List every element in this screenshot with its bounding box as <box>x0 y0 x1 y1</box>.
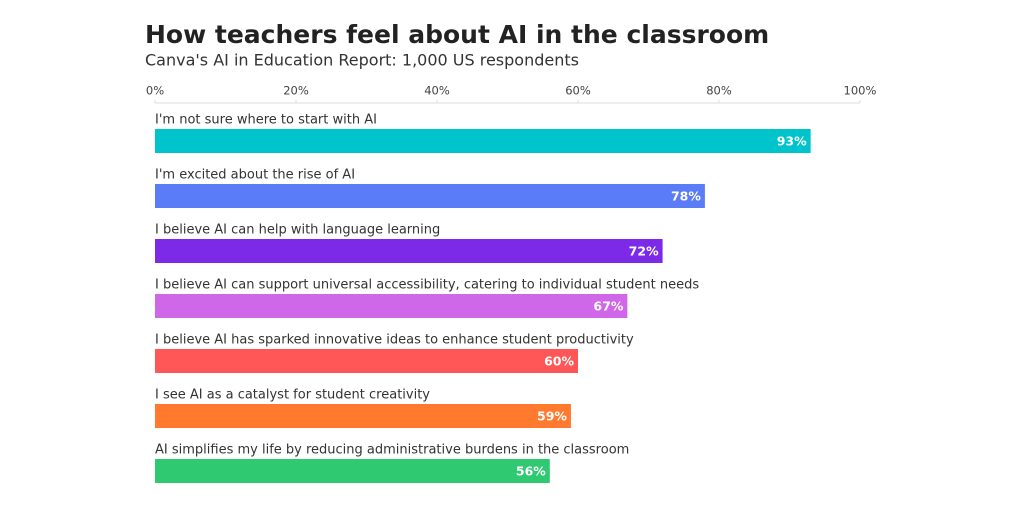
value-label: 56% <box>516 464 546 479</box>
category-label: I believe AI has sparked innovative idea… <box>155 333 634 348</box>
category-label: I believe AI can help with language lear… <box>155 223 440 238</box>
x-tick-label: 40% <box>424 84 450 98</box>
value-label: 60% <box>544 354 574 369</box>
x-tick-label: 100% <box>844 84 877 98</box>
category-label: AI simplifies my life by reducing admini… <box>155 443 629 458</box>
bar <box>155 404 571 428</box>
bar <box>155 239 663 263</box>
bar <box>155 459 550 483</box>
x-tick-label: 20% <box>283 84 309 98</box>
bar <box>155 349 578 373</box>
chart-subtitle: Canva's AI in Education Report: 1,000 US… <box>145 51 579 70</box>
category-label: I believe AI can support universal acces… <box>155 278 699 293</box>
value-label: 93% <box>777 134 807 149</box>
x-tick-label: 80% <box>706 84 732 98</box>
bar <box>155 184 705 208</box>
chart-title: How teachers feel about AI in the classr… <box>145 20 769 49</box>
value-label: 72% <box>629 244 659 259</box>
x-tick-label: 60% <box>565 84 591 98</box>
value-label: 78% <box>671 189 701 204</box>
value-label: 67% <box>593 299 623 314</box>
bar <box>155 294 628 318</box>
value-label: 59% <box>537 409 567 424</box>
bar <box>155 129 811 153</box>
category-label: I'm excited about the rise of AI <box>155 168 355 183</box>
x-tick-label: 0% <box>146 84 164 98</box>
category-label: I see AI as a catalyst for student creat… <box>155 388 430 403</box>
category-label: I'm not sure where to start with AI <box>155 113 377 128</box>
